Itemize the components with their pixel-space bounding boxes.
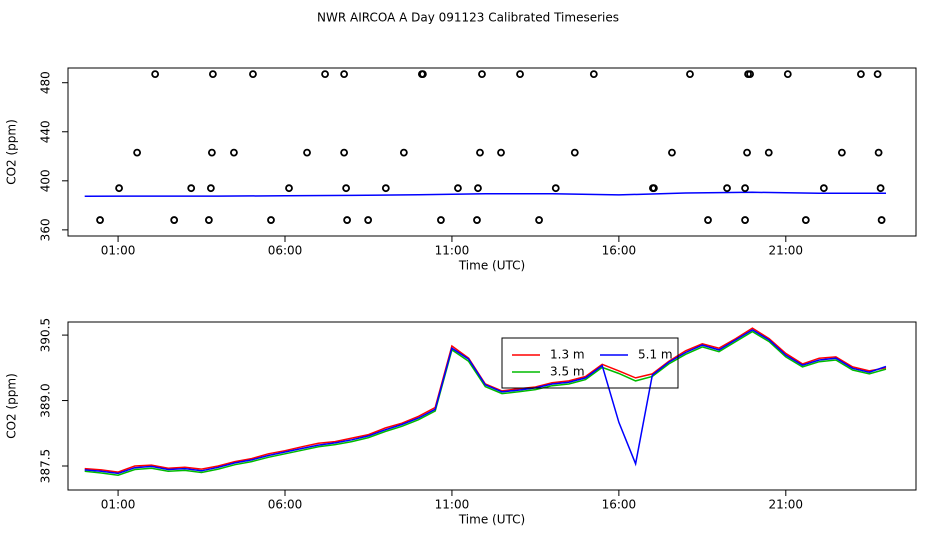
data-line <box>84 329 887 475</box>
data-point <box>783 70 792 79</box>
data-point <box>399 148 408 157</box>
y-axis-label: CO2 (ppm) <box>5 119 19 185</box>
legend-label: 1.3 m <box>550 348 585 362</box>
data-point <box>516 70 524 79</box>
data-point <box>204 216 213 224</box>
data-point <box>764 148 773 157</box>
data-point <box>96 216 104 224</box>
data-point <box>801 216 810 224</box>
data-point <box>364 216 373 224</box>
data-point <box>207 148 216 157</box>
data-point <box>741 216 749 224</box>
data-line <box>84 327 887 473</box>
x-tick-label: 16:00 <box>602 244 637 258</box>
x-tick-label: 11:00 <box>435 498 470 512</box>
data-point <box>478 70 486 79</box>
data-point <box>876 184 885 193</box>
data-point <box>874 148 883 157</box>
x-tick-label: 21:00 <box>768 244 803 258</box>
x-axis-label: Time (UTC) <box>458 513 525 527</box>
y-tick-label: 400 <box>39 169 53 192</box>
data-point <box>497 148 505 157</box>
data-point <box>476 148 484 157</box>
y-tick-label: 390.5 <box>39 318 53 352</box>
data-line <box>84 191 887 198</box>
y-tick-label: 360 <box>39 218 53 241</box>
data-point <box>723 184 731 193</box>
data-point <box>381 184 390 193</box>
data-point <box>473 216 481 224</box>
data-point <box>115 184 123 193</box>
data-point <box>837 148 846 157</box>
y-tick-label: 389.0 <box>39 383 53 417</box>
legend-label: 5.1 m <box>638 348 673 362</box>
x-tick-label: 06:00 <box>268 498 303 512</box>
data-point <box>133 148 142 157</box>
plot-box <box>67 321 917 491</box>
y-tick-label: 480 <box>39 71 53 94</box>
data-point <box>187 184 196 193</box>
data-point <box>208 70 217 79</box>
data-line <box>84 330 887 476</box>
data-point <box>857 70 865 79</box>
data-point <box>650 184 658 193</box>
x-tick-label: 16:00 <box>602 498 637 512</box>
data-point <box>746 70 754 79</box>
y-axis-label: CO2 (ppm) <box>5 373 19 439</box>
y-tick-label: 440 <box>39 120 53 143</box>
data-point <box>668 148 676 157</box>
data-point <box>303 148 311 157</box>
plot-box <box>67 67 917 237</box>
x-tick-label: 01:00 <box>101 498 136 512</box>
x-axis-label: Time (UTC) <box>458 259 525 273</box>
data-point <box>170 216 179 224</box>
data-point <box>418 70 427 79</box>
x-tick-label: 21:00 <box>768 498 803 512</box>
data-point <box>151 70 160 79</box>
data-point <box>704 216 712 224</box>
data-point <box>343 216 352 224</box>
data-point <box>535 216 543 224</box>
data-point <box>551 184 560 193</box>
data-point <box>741 184 749 193</box>
data-point <box>340 148 349 157</box>
data-point <box>877 216 886 224</box>
data-point <box>321 70 329 79</box>
data-point <box>437 216 445 224</box>
data-point <box>267 216 275 224</box>
data-point <box>819 184 828 193</box>
data-point <box>340 70 349 79</box>
x-tick-label: 01:00 <box>101 244 136 258</box>
x-tick-label: 11:00 <box>435 244 470 258</box>
data-point <box>589 70 598 79</box>
data-point <box>230 148 238 157</box>
chart-title: NWR AIRCOA A Day 091123 Calibrated Times… <box>317 11 619 25</box>
data-point <box>342 184 351 193</box>
data-point <box>873 70 882 79</box>
data-point <box>474 184 482 193</box>
data-point <box>454 184 462 193</box>
data-point <box>743 148 751 157</box>
data-point <box>285 184 293 193</box>
data-point <box>206 184 215 193</box>
y-tick-label: 387.5 <box>39 449 53 483</box>
legend-box <box>501 337 679 389</box>
data-point <box>249 70 257 79</box>
x-tick-label: 06:00 <box>268 244 303 258</box>
data-point <box>686 70 694 79</box>
legend-label: 3.5 m <box>550 365 585 379</box>
data-point <box>570 148 579 157</box>
